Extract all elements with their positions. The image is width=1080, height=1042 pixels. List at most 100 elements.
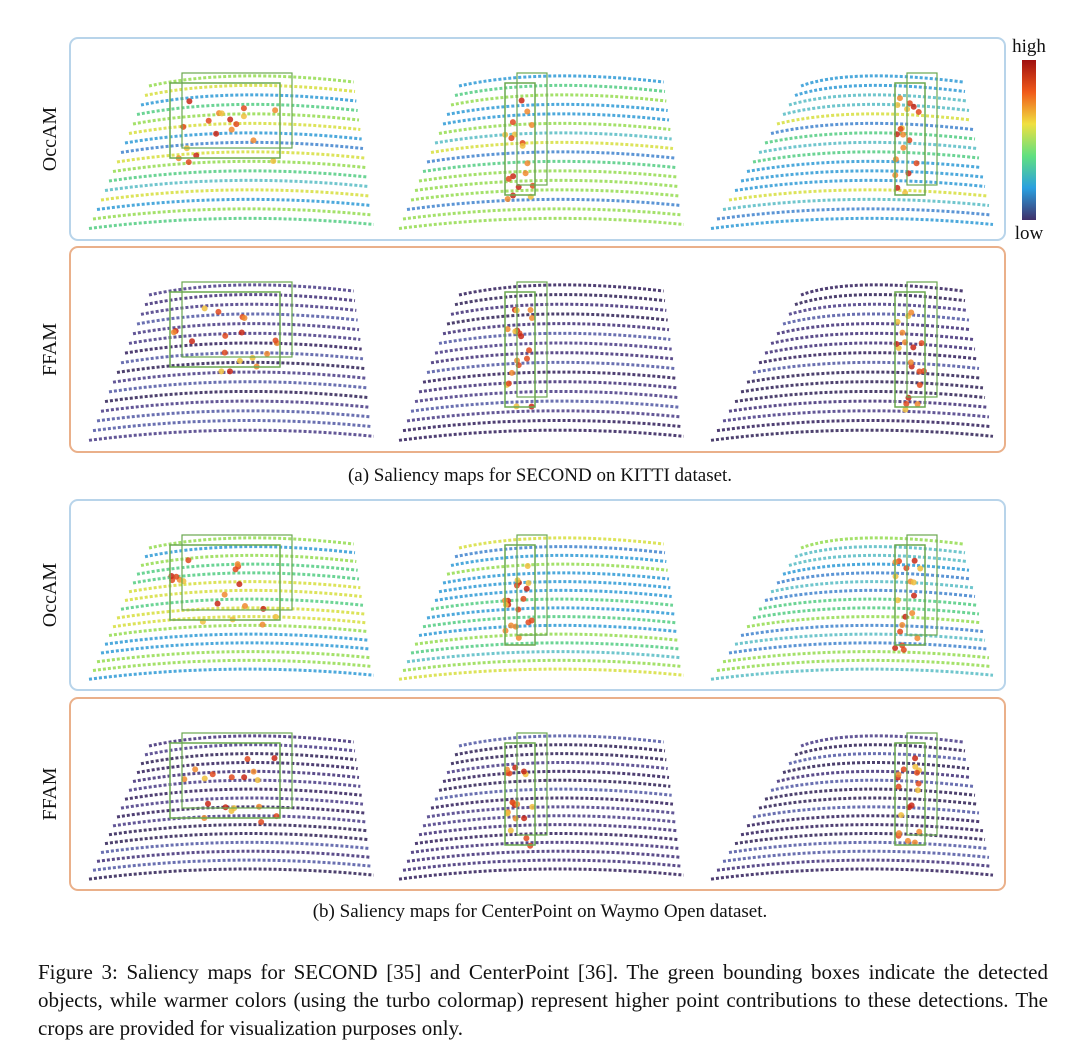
hot-point <box>222 804 229 811</box>
hot-point <box>241 314 248 321</box>
point-ring <box>104 178 369 192</box>
point-ring <box>96 650 372 664</box>
hot-point <box>226 368 233 375</box>
point-ring <box>434 131 672 145</box>
hot-point <box>902 406 909 413</box>
hot-point <box>205 117 212 124</box>
point-ring <box>450 752 667 766</box>
hot-point <box>526 347 533 354</box>
point-ring <box>458 734 664 748</box>
point-ring <box>710 428 994 442</box>
point-ring <box>418 169 678 183</box>
hot-point <box>250 768 257 775</box>
hot-point <box>240 105 247 112</box>
hot-point <box>894 318 901 325</box>
point-ring <box>770 778 974 792</box>
point-ring <box>124 341 362 355</box>
hot-point <box>502 601 509 608</box>
point-ring <box>136 102 358 116</box>
hot-point <box>899 329 906 336</box>
point-ring <box>758 351 978 365</box>
point-ring <box>140 553 357 567</box>
hot-point <box>260 605 267 612</box>
point-ring <box>458 283 664 297</box>
bounding-box <box>906 72 938 186</box>
point-ring <box>446 312 668 326</box>
hot-point <box>523 585 530 592</box>
point-ring <box>124 588 362 602</box>
hot-point <box>515 606 522 613</box>
hot-point <box>258 818 265 825</box>
point-ring <box>734 389 986 404</box>
point-ring <box>108 169 368 183</box>
point-ring <box>104 632 369 646</box>
point-ring <box>144 83 356 97</box>
point-ring <box>144 293 356 307</box>
point-ring <box>418 823 678 837</box>
bounding-box <box>181 534 293 611</box>
point-ring <box>410 641 680 655</box>
point-ring <box>418 623 678 637</box>
point-ring <box>438 331 671 345</box>
point-ring <box>722 197 990 211</box>
point-ring <box>406 409 682 423</box>
point-ring <box>716 419 992 433</box>
bounding-box <box>906 281 938 398</box>
hot-point <box>270 158 277 165</box>
point-ring <box>120 351 364 365</box>
hot-point <box>173 573 180 580</box>
row-label: FFAM <box>39 323 61 376</box>
hot-point <box>259 621 266 628</box>
bounding-box <box>894 291 926 408</box>
point-ring <box>442 112 670 126</box>
point-ring <box>100 641 370 655</box>
point-ring <box>100 399 370 413</box>
point-ring <box>438 121 671 135</box>
hot-point <box>892 645 899 652</box>
hot-point <box>910 344 917 351</box>
point-ring <box>148 74 354 88</box>
bounding-box <box>169 742 281 819</box>
hot-point <box>916 828 923 835</box>
point-ring <box>434 588 672 602</box>
point-ring <box>426 606 675 620</box>
point-ring <box>752 805 980 819</box>
point-ring <box>746 814 982 828</box>
point-ring <box>116 805 365 819</box>
point-ring <box>402 858 683 872</box>
hot-point <box>915 780 922 787</box>
hot-point <box>186 98 193 105</box>
hot-point <box>911 839 918 846</box>
hot-point <box>181 776 188 783</box>
point-ring <box>800 734 964 748</box>
point-ring <box>740 623 984 637</box>
point-ring <box>88 867 374 881</box>
hot-point <box>250 137 257 144</box>
point-ring <box>128 778 361 792</box>
hot-point <box>519 142 526 149</box>
point-ring <box>800 283 964 297</box>
point-ring <box>740 169 984 183</box>
hot-point <box>906 100 913 107</box>
point-ring <box>734 832 986 846</box>
hot-point <box>529 315 536 322</box>
row-label: FFAM <box>39 767 61 820</box>
hot-point <box>910 579 917 586</box>
hot-point <box>916 382 923 389</box>
hot-point <box>524 160 531 167</box>
point-ring <box>716 858 992 872</box>
bounding-box <box>906 534 938 636</box>
point-ring <box>740 380 984 394</box>
point-ring <box>764 131 976 145</box>
point-ring <box>418 380 678 394</box>
hot-point <box>908 309 915 316</box>
bounding-box <box>504 82 536 196</box>
hot-point <box>227 116 234 123</box>
hot-point <box>192 766 199 773</box>
point-ring <box>446 562 668 576</box>
hot-point <box>218 110 225 117</box>
point-ring <box>136 761 358 775</box>
point-ring <box>764 787 976 801</box>
hot-point <box>228 807 235 814</box>
hot-point <box>228 774 235 781</box>
